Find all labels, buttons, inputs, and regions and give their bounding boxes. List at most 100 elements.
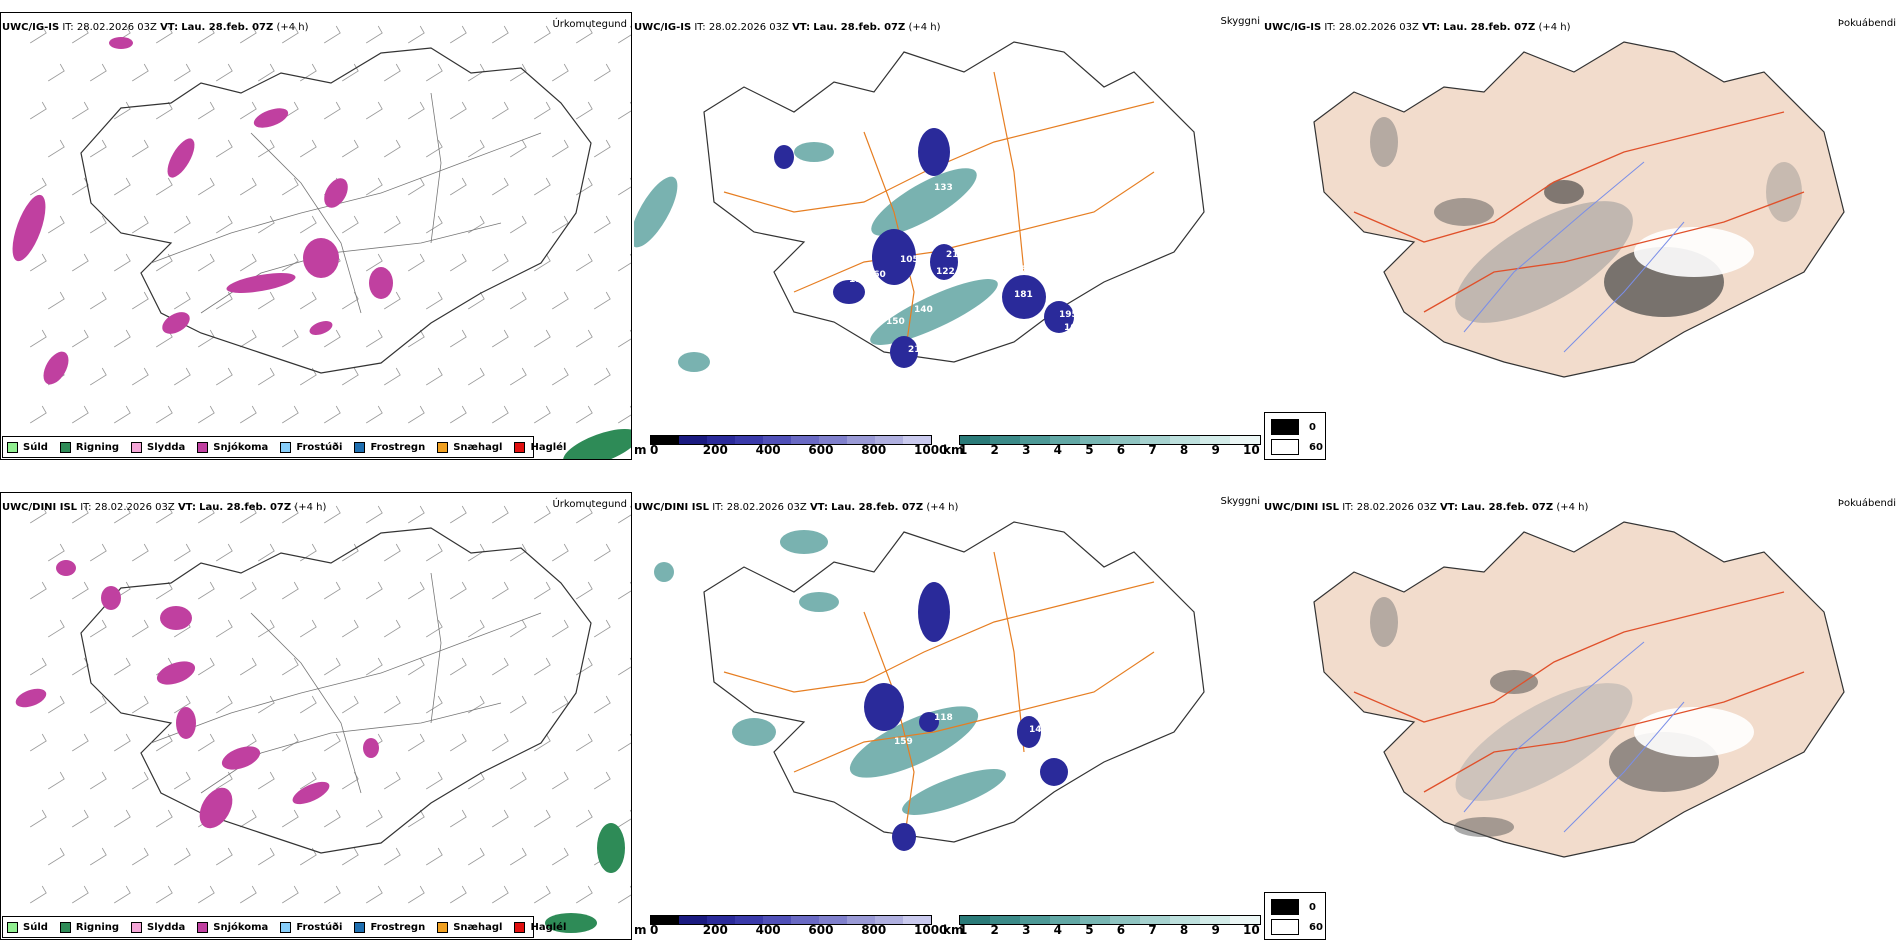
ceiling-value: 150 [886,317,905,327]
wind-barb [551,847,569,866]
colorbar-cell [875,916,903,924]
legend-item: Haglél [514,441,567,453]
fog-swatch [1271,419,1299,435]
wind-barb [617,733,631,752]
wind-barb [575,505,593,524]
wind-barb [215,771,233,790]
legend-swatch [354,921,366,933]
wind-barb [113,885,131,904]
wind-barb [173,771,191,790]
colorbar-unit: km [943,443,964,457]
wind-barb [29,505,47,524]
legend-label: Frostregn [370,441,426,453]
wind-barb [155,505,173,524]
wind-barb [533,505,551,524]
wind-barb [197,25,215,44]
wind-barb [365,505,383,524]
wind-barb [47,619,65,638]
wind-barb [197,177,215,196]
wind-barb [323,657,341,676]
wind-barb [491,177,509,196]
legend-item: Súld [7,441,48,453]
colorbar-cell [1140,436,1170,444]
wind-barb [575,253,593,272]
vt-label: VT: [809,502,828,513]
wind-barb [365,253,383,272]
wind-barb [197,657,215,676]
colorbar-cell [847,916,875,924]
colorbar-cell [960,436,990,444]
wind-barb [197,405,215,424]
wind-barb [449,101,467,120]
colorbar-cell [1170,916,1200,924]
wind-barb [425,291,443,310]
wind-barb [257,139,275,158]
ceiling-value: 140 [914,305,933,315]
wind-barb [509,63,527,82]
colorbar-cell [1140,916,1170,924]
wind-barb [509,367,527,386]
wind-barb [257,63,275,82]
legend-swatch [437,441,449,453]
fog-legend-top: 0 60 [1264,412,1326,460]
snow-areas [12,37,393,385]
wind-barb [173,543,191,562]
legend-swatch [59,441,71,453]
colorbar-cell [763,916,791,924]
fog-swatch [1271,439,1299,455]
run-info-header: UWC/DINI ISL IT: 28.02.2026 03Z VT: Lau.… [1264,502,1588,513]
wind-barb [425,63,443,82]
legend-label: Snæhagl [453,441,503,453]
precip-type-panel-top: Úrkomutegund [0,12,632,460]
colorbar-tick: 400 [755,443,781,457]
wind-barb [383,63,401,82]
wind-barb [197,253,215,272]
wind-barb [131,771,149,790]
wind-barb [449,657,467,676]
legend-item: Rigning [59,921,119,933]
model-name: UWC/IG-IS [634,22,692,33]
wind-barb [131,543,149,562]
rivers [1463,641,1685,833]
wind-barb [299,139,317,158]
wind-barb [173,63,191,82]
colorbar-cell [819,436,847,444]
wind-barb [551,695,569,714]
wind-barb [323,885,341,904]
wind-barb [341,63,359,82]
colorbar-cell [763,436,791,444]
wind-barb [383,847,401,866]
colorbar-cell [735,436,763,444]
colorbar-tick: 1 [959,443,968,457]
wind-barb [491,733,509,752]
wind-barb [365,101,383,120]
lead-time: (+4 h) [926,502,959,513]
wind-barb [509,771,527,790]
legend-swatch [7,921,18,933]
wind-barb [617,177,631,196]
wind-barb [617,405,631,424]
wind-barb [575,809,593,828]
wind-barb [575,405,593,424]
wind-barb [425,695,443,714]
wind-barb [71,505,89,524]
legend-label: Frostúði [296,441,343,453]
colorbar-cell [875,436,903,444]
legend-label: Haglél [530,441,567,453]
wind-barb [131,215,149,234]
wind-barb [383,139,401,158]
wind-barb [71,329,89,348]
iceland-outline [703,41,1205,363]
it-label: IT: [1324,22,1336,33]
wind-barb [449,733,467,752]
ceiling-value-labels: 302 64 159 147 140 143 118 86 96 [799,635,1048,855]
wind-barb [341,619,359,638]
legend-swatch [354,441,366,453]
wind-barb [593,771,611,790]
it-value: 28.02.2026 03Z [94,502,175,513]
wind-barb [29,733,47,752]
wind-barb [89,139,107,158]
fog-label: 0 [1309,421,1316,433]
